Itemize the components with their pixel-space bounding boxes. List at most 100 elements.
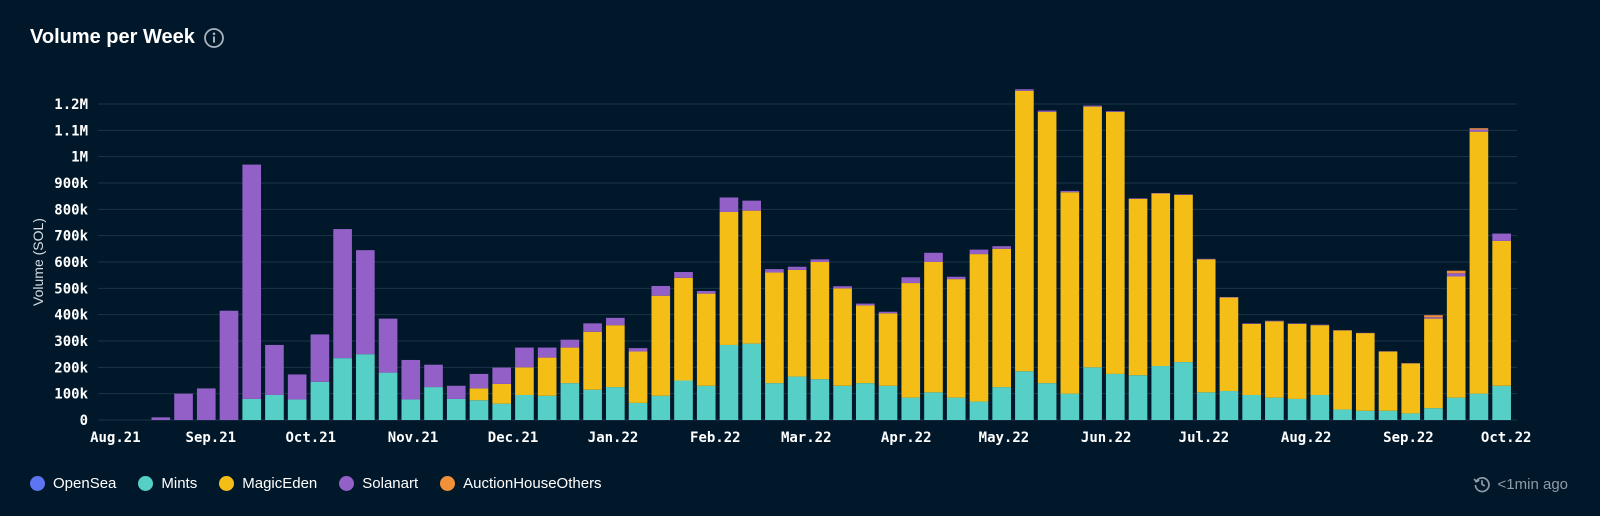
bar-magiceden[interactable] (969, 254, 989, 402)
bar-solanart[interactable] (174, 393, 193, 420)
bar-solanart[interactable] (242, 164, 262, 399)
bar-mints[interactable] (1333, 409, 1352, 420)
bar-mints[interactable] (1355, 410, 1375, 420)
bar-mints[interactable] (560, 383, 580, 420)
legend-item-opensea[interactable]: OpenSea (30, 475, 116, 492)
bar-mints[interactable] (401, 399, 421, 420)
bar-solanart[interactable] (151, 417, 171, 420)
bar-magiceden[interactable] (674, 277, 693, 381)
bar-solanart[interactable] (287, 374, 307, 400)
bar-mints[interactable] (1242, 394, 1261, 420)
bar-magiceden[interactable] (1196, 259, 1216, 393)
bar-magiceden[interactable] (1174, 194, 1193, 363)
bar-solanart[interactable] (924, 252, 943, 262)
bar-magiceden[interactable] (1446, 276, 1466, 398)
bar-magiceden[interactable] (1060, 192, 1080, 394)
bar-solanart[interactable] (856, 303, 875, 306)
bar-solanart[interactable] (424, 364, 443, 388)
bar-mints[interactable] (1174, 362, 1193, 420)
bar-magiceden[interactable] (719, 211, 739, 345)
bar-mints[interactable] (628, 402, 648, 420)
bar-solanart[interactable] (1446, 273, 1466, 277)
bar-solanart[interactable] (992, 246, 1011, 249)
bar-solanart[interactable] (833, 286, 852, 289)
legend-item-solanart[interactable]: Solanart (339, 475, 418, 492)
bar-solanart[interactable] (219, 310, 239, 420)
bar-solanart[interactable] (1105, 111, 1125, 112)
bar-magiceden[interactable] (606, 325, 625, 388)
bar-mints[interactable] (924, 392, 943, 420)
bar-mints[interactable] (469, 400, 489, 420)
bar-magiceden[interactable] (1242, 323, 1261, 395)
bar-mints[interactable] (856, 383, 875, 420)
bar-magiceden[interactable] (901, 283, 921, 398)
bar-mints[interactable] (1060, 393, 1080, 420)
bar-solanart[interactable] (356, 250, 375, 355)
bar-magiceden[interactable] (651, 295, 671, 396)
bar-magiceden[interactable] (1469, 131, 1489, 394)
bar-solanart[interactable] (969, 249, 989, 255)
bar-magiceden[interactable] (1219, 297, 1239, 392)
bar-mints[interactable] (946, 397, 966, 420)
bar-solanart[interactable] (1128, 198, 1148, 199)
bar-mints[interactable] (1287, 398, 1307, 420)
bar-magiceden[interactable] (537, 357, 557, 396)
bar-mints[interactable] (1469, 393, 1489, 420)
bar-solanart[interactable] (583, 323, 602, 332)
bar-mints[interactable] (696, 385, 716, 420)
bar-magiceden[interactable] (878, 313, 898, 386)
bar-mints[interactable] (765, 383, 784, 420)
bar-magiceden[interactable] (924, 262, 943, 393)
bar-solanart[interactable] (492, 367, 512, 384)
bar-mints[interactable] (742, 343, 762, 420)
bar-solanart[interactable] (1083, 105, 1102, 107)
bar-solanart[interactable] (1265, 320, 1284, 322)
bar-mints[interactable] (1424, 408, 1443, 420)
bar-magiceden[interactable] (469, 388, 489, 401)
legend-item-mints[interactable]: Mints (138, 475, 197, 492)
bar-auctionhouseothers[interactable] (1446, 270, 1466, 274)
bar-solanart[interactable] (333, 229, 352, 359)
bar-mints[interactable] (1310, 394, 1330, 420)
bar-auctionhouseothers[interactable] (1424, 315, 1443, 318)
bar-solanart[interactable] (606, 317, 625, 326)
bar-mints[interactable] (901, 397, 921, 420)
bar-mints[interactable] (492, 403, 512, 420)
bar-solanart[interactable] (787, 266, 807, 270)
bar-solanart[interactable] (401, 359, 421, 400)
bar-magiceden[interactable] (1128, 198, 1148, 376)
bar-mints[interactable] (310, 381, 330, 420)
bar-magiceden[interactable] (492, 383, 512, 404)
bar-solanart[interactable] (719, 197, 739, 212)
bar-solanart[interactable] (651, 285, 671, 296)
bar-solanart[interactable] (628, 348, 648, 352)
bar-mints[interactable] (242, 398, 262, 420)
bar-solanart[interactable] (537, 347, 557, 358)
bar-magiceden[interactable] (810, 262, 830, 380)
bar-mints[interactable] (356, 354, 375, 420)
bar-solanart[interactable] (1219, 297, 1239, 298)
bar-solanart[interactable] (810, 259, 830, 262)
bar-mints[interactable] (719, 344, 739, 420)
bar-mints[interactable] (1219, 391, 1239, 420)
bar-mints[interactable] (378, 372, 398, 420)
bar-mints[interactable] (878, 385, 898, 420)
bar-mints[interactable] (833, 385, 852, 420)
bar-solanart[interactable] (1310, 324, 1330, 326)
bar-solanart[interactable] (1492, 233, 1511, 241)
bar-mints[interactable] (1265, 397, 1284, 420)
bar-magiceden[interactable] (1037, 111, 1057, 384)
bar-magiceden[interactable] (787, 269, 807, 377)
bar-magiceden[interactable] (583, 331, 602, 390)
bar-solanart[interactable] (1287, 323, 1307, 324)
bar-mints[interactable] (1015, 371, 1034, 420)
bar-solanart[interactable] (946, 276, 966, 280)
bar-solanart[interactable] (1196, 258, 1216, 260)
bar-magiceden[interactable] (628, 351, 648, 403)
bar-magiceden[interactable] (833, 288, 852, 386)
bar-solanart[interactable] (196, 388, 216, 420)
bar-mints[interactable] (810, 379, 830, 420)
bar-mints[interactable] (287, 399, 307, 420)
bar-auctionhouseothers[interactable] (1469, 128, 1489, 130)
bar-magiceden[interactable] (1401, 363, 1421, 414)
